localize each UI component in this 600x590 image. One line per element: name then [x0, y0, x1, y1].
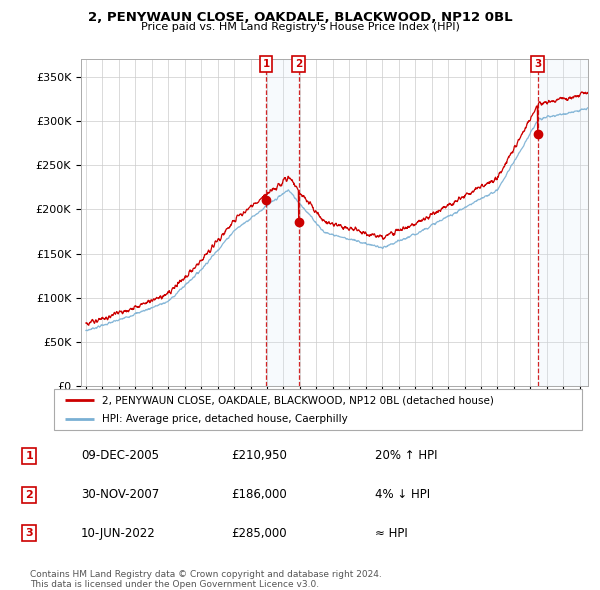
Text: ≈ HPI: ≈ HPI — [375, 527, 407, 540]
Text: 3: 3 — [25, 529, 33, 538]
Text: £210,950: £210,950 — [231, 450, 287, 463]
Text: 4% ↓ HPI: 4% ↓ HPI — [375, 488, 430, 501]
Text: £186,000: £186,000 — [231, 488, 287, 501]
Text: 30-NOV-2007: 30-NOV-2007 — [81, 488, 160, 501]
Text: 3: 3 — [534, 59, 541, 69]
Text: £285,000: £285,000 — [231, 527, 287, 540]
Bar — [538, 59, 588, 386]
Text: 20% ↑ HPI: 20% ↑ HPI — [375, 450, 437, 463]
Text: 10-JUN-2022: 10-JUN-2022 — [81, 527, 156, 540]
FancyBboxPatch shape — [54, 389, 582, 430]
Text: 2, PENYWAUN CLOSE, OAKDALE, BLACKWOOD, NP12 0BL (detached house): 2, PENYWAUN CLOSE, OAKDALE, BLACKWOOD, N… — [101, 395, 493, 405]
Text: 2: 2 — [295, 59, 302, 69]
Text: 2: 2 — [25, 490, 33, 500]
Text: 1: 1 — [25, 451, 33, 461]
Text: Contains HM Land Registry data © Crown copyright and database right 2024.
This d: Contains HM Land Registry data © Crown c… — [30, 570, 382, 589]
Text: Price paid vs. HM Land Registry's House Price Index (HPI): Price paid vs. HM Land Registry's House … — [140, 22, 460, 32]
Text: 09-DEC-2005: 09-DEC-2005 — [81, 450, 159, 463]
Bar — [266, 59, 299, 386]
Text: HPI: Average price, detached house, Caerphilly: HPI: Average price, detached house, Caer… — [101, 414, 347, 424]
Text: 1: 1 — [262, 59, 269, 69]
Text: 2, PENYWAUN CLOSE, OAKDALE, BLACKWOOD, NP12 0BL: 2, PENYWAUN CLOSE, OAKDALE, BLACKWOOD, N… — [88, 11, 512, 24]
